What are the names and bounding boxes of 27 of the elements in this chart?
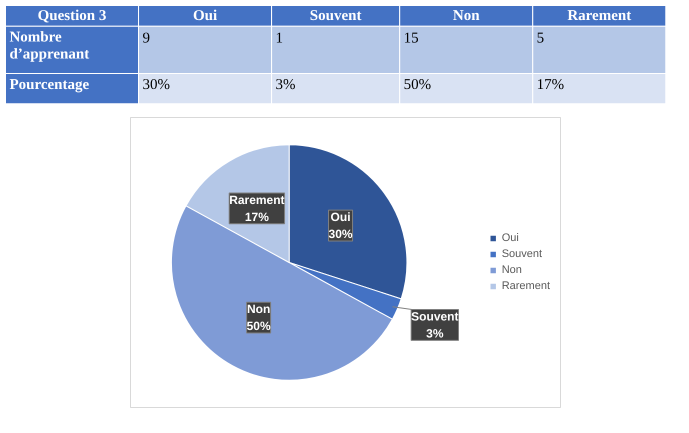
text: Souvent bbox=[310, 8, 362, 24]
data-label: 17% bbox=[244, 210, 270, 224]
text: 15 bbox=[404, 30, 419, 47]
legend-label: Rarement bbox=[502, 280, 550, 292]
text: Question 3 bbox=[38, 8, 106, 24]
data-label: 3% bbox=[426, 326, 444, 340]
data-label: 50% bbox=[246, 318, 271, 333]
text: 5 bbox=[536, 30, 544, 47]
text: Nombre d’apprenant bbox=[9, 30, 90, 63]
legend-label: Oui bbox=[502, 232, 520, 244]
text: 17% bbox=[536, 76, 564, 93]
text: Oui bbox=[192, 8, 218, 24]
text: Pourcentage bbox=[9, 76, 90, 93]
legend-label: Non bbox=[502, 264, 522, 276]
text: 1 bbox=[276, 30, 284, 47]
text: Non bbox=[452, 8, 480, 24]
text: 3% bbox=[276, 76, 296, 93]
data-label: 30% bbox=[328, 226, 353, 241]
slice-label: Souvent bbox=[411, 310, 459, 324]
text: 9 bbox=[142, 30, 150, 47]
text: Rarement bbox=[567, 8, 632, 24]
slice-label: Rarement bbox=[229, 192, 285, 207]
slice-label: Oui bbox=[330, 210, 351, 224]
legend-label: Souvent bbox=[502, 248, 542, 260]
text: 50% bbox=[404, 76, 432, 93]
text: 30% bbox=[142, 76, 170, 93]
slice-label: Non bbox=[246, 302, 270, 316]
